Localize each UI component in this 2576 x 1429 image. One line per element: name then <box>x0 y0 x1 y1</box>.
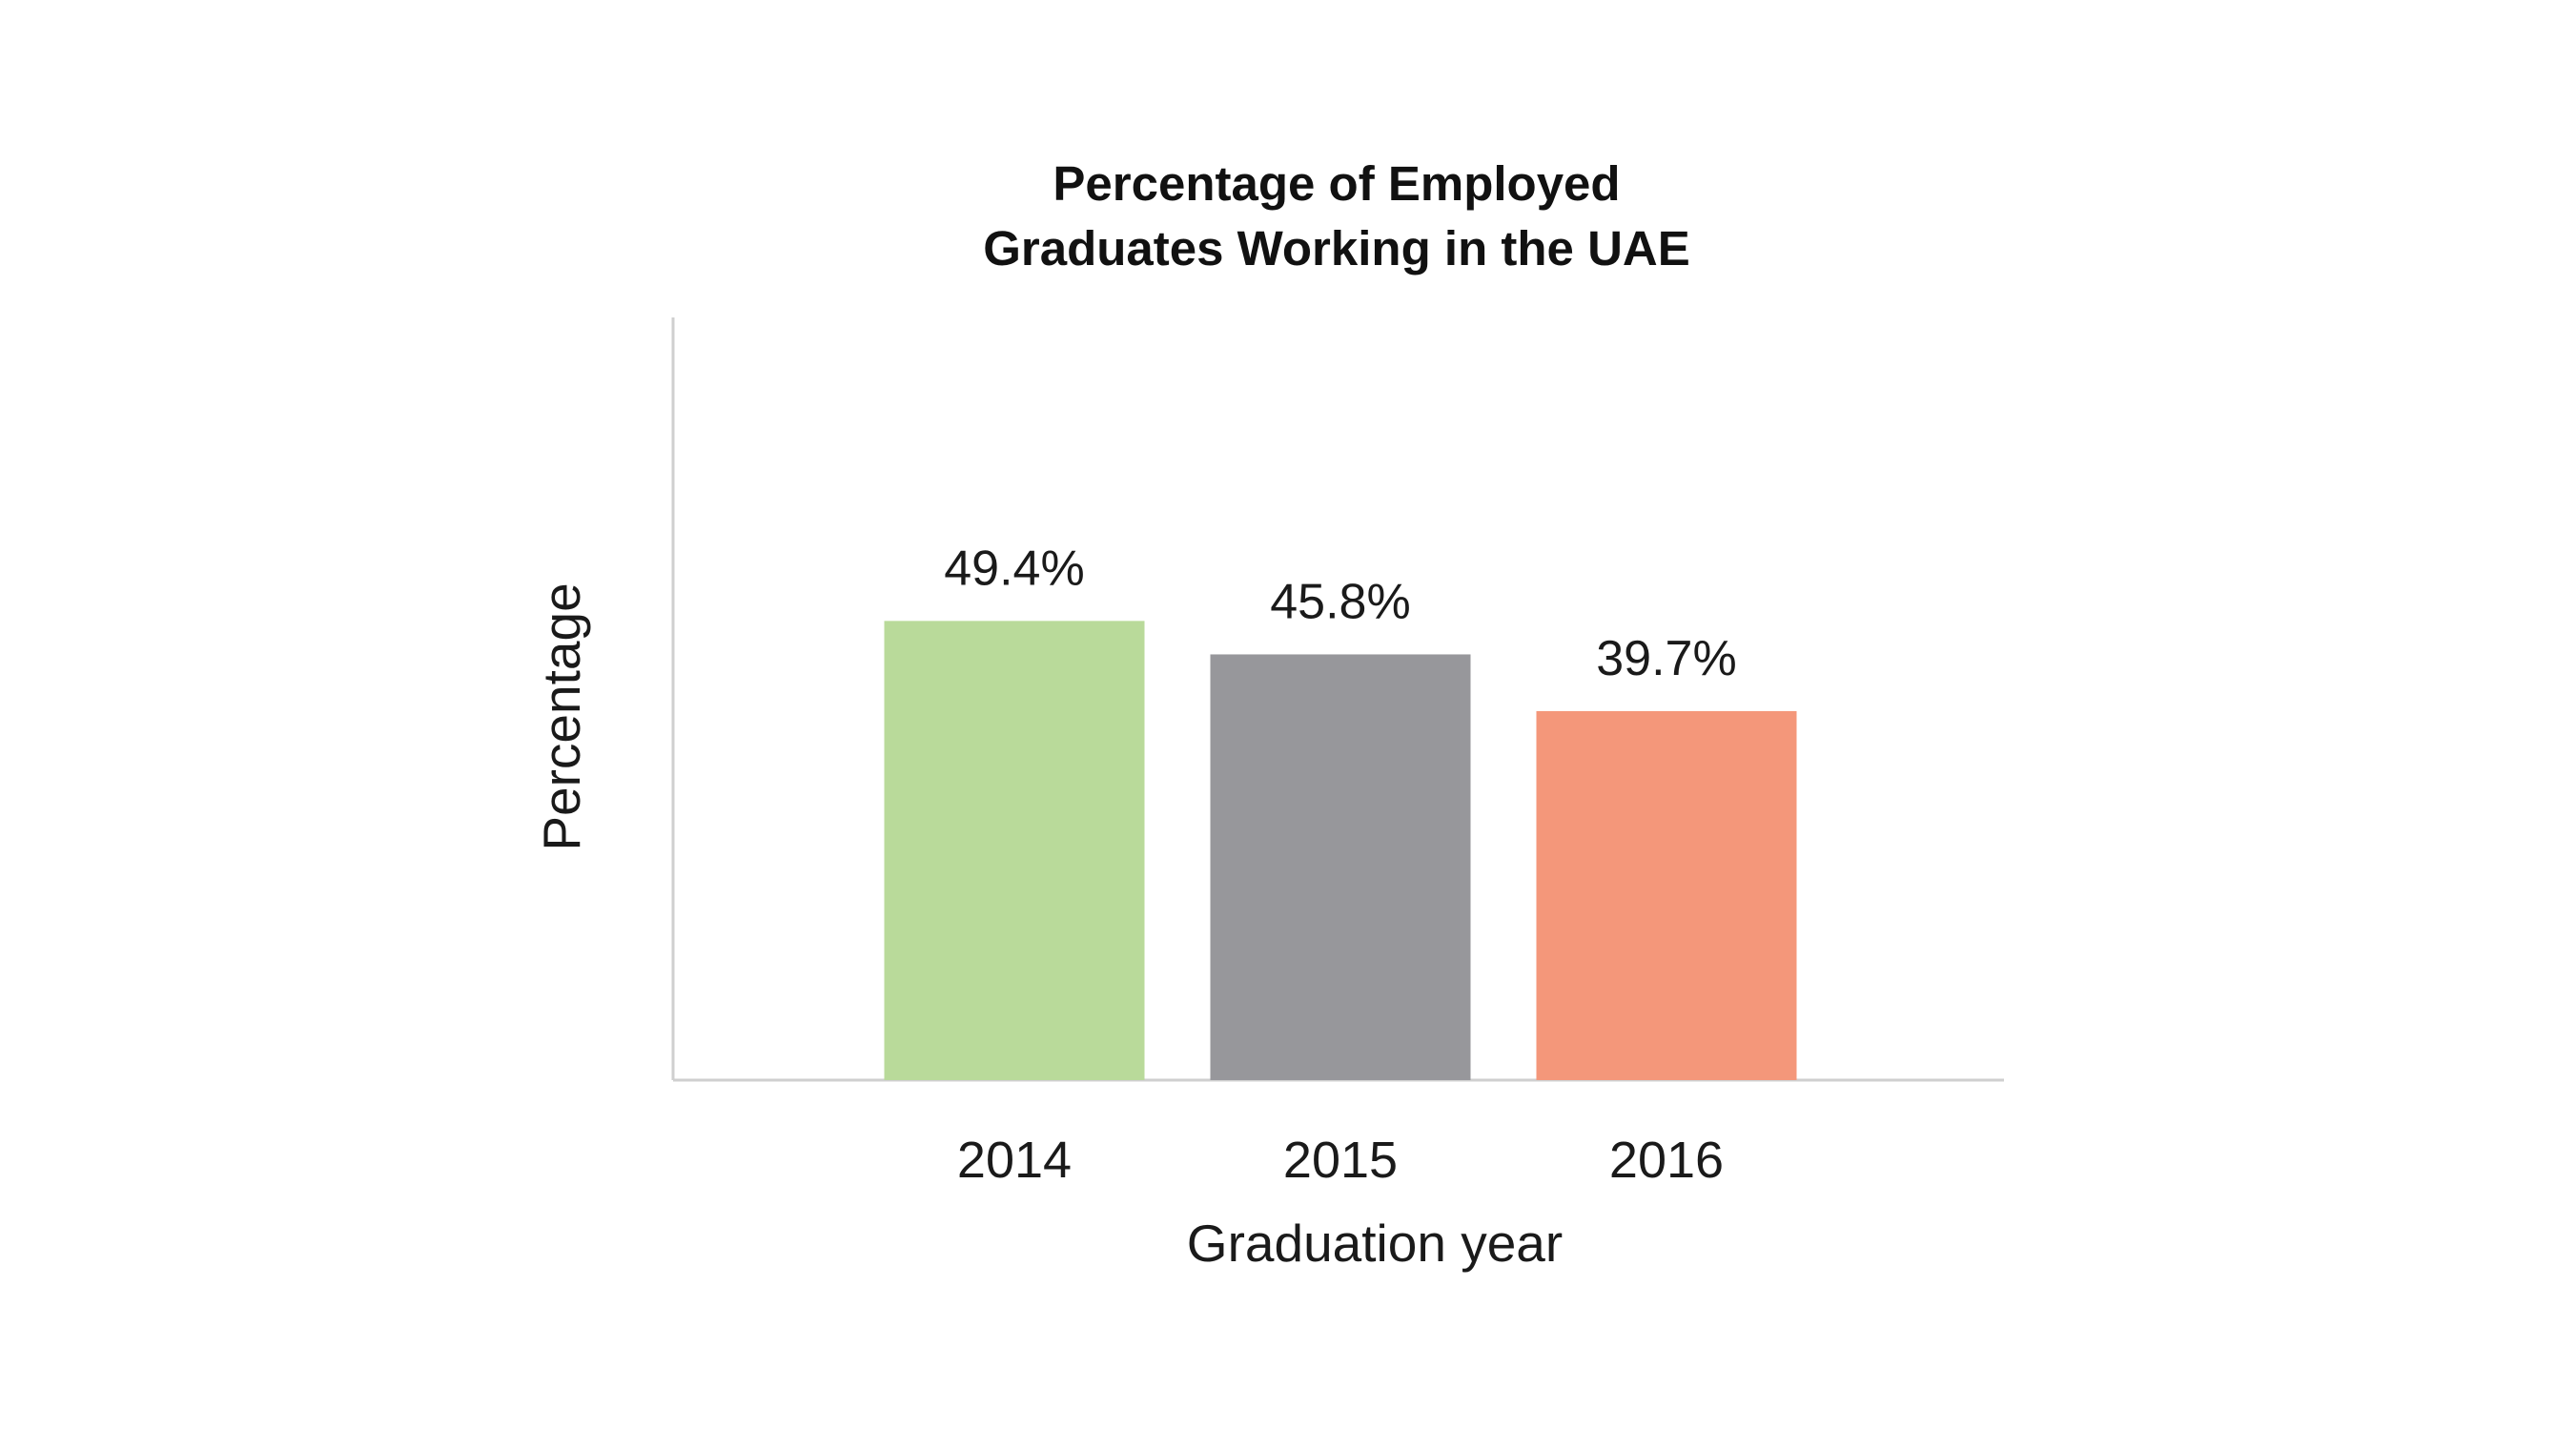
chart-title-line-2: Graduates Working in the UAE <box>983 221 1690 276</box>
bar-2016 <box>1536 710 1797 1080</box>
data-label-2015: 45.8% <box>1270 574 1410 629</box>
bar-2015 <box>1210 654 1471 1080</box>
x-tick-label-2015: 2015 <box>1283 1132 1398 1189</box>
data-label-2016: 39.7% <box>1596 631 1736 686</box>
x-tick-labels-group: 2014 2015 2016 <box>957 1132 1724 1189</box>
y-axis-label: Percentage <box>532 582 591 850</box>
x-tick-label-2014: 2014 <box>957 1132 1072 1189</box>
x-tick-label-2016: 2016 <box>1609 1132 1724 1189</box>
data-label-2014: 49.4% <box>944 541 1084 596</box>
value-labels-group: 49.4% 45.8% 39.7% <box>944 541 1736 686</box>
bars-group <box>884 621 1797 1080</box>
bar-2014 <box>884 621 1145 1080</box>
x-axis-label: Graduation year <box>1187 1214 1563 1273</box>
chart-title-line-1: Percentage of Employed <box>1053 156 1620 211</box>
